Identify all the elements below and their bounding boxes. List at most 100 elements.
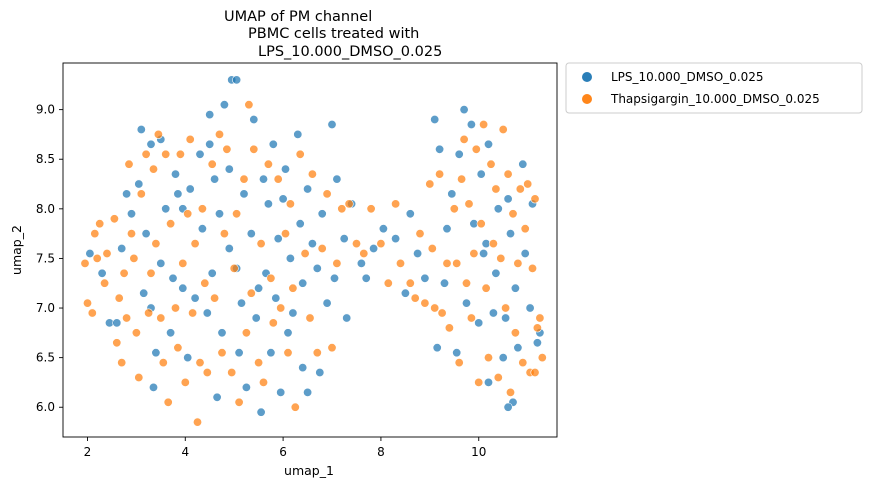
scatter-point-thapsigargin (215, 129, 225, 139)
scatter-point-lps (263, 199, 273, 209)
y-tick-label: 7.5 (36, 251, 55, 265)
scatter-point-lps (298, 278, 308, 288)
scatter-point-thapsigargin (232, 209, 242, 219)
y-tick-label: 6.0 (36, 400, 55, 414)
scatter-point-lps (224, 164, 234, 174)
scatter-point-lps (454, 149, 464, 159)
title-line-1: UMAP of PM channel (224, 9, 372, 25)
scatter-point-thapsigargin (153, 129, 163, 139)
title-line-2: PBMC cells treated with (248, 26, 419, 42)
legend-marker-lps (582, 72, 592, 82)
scatter-point-thapsigargin (95, 219, 105, 229)
scatter-point-lps (483, 377, 493, 387)
scatter-point-lps (136, 125, 146, 135)
scatter-point-lps (246, 229, 256, 239)
scatter-point-lps (442, 224, 452, 234)
scatter-point-thapsigargin (151, 239, 161, 249)
y-tick-label: 8.5 (36, 152, 55, 166)
scatter-point-thapsigargin (491, 184, 501, 194)
scatter-point-lps (273, 234, 283, 244)
scatter-point-lps (420, 273, 430, 283)
scatter-point-lps (483, 139, 493, 149)
scatter-point-thapsigargin (80, 258, 90, 268)
scatter-point-lps (190, 293, 200, 303)
scatter-point-thapsigargin (427, 244, 437, 254)
x-tick-label: 8 (377, 445, 385, 459)
scatter-point-lps (459, 105, 469, 115)
scatter-point-thapsigargin (180, 377, 190, 387)
scatter-point-lps (329, 273, 339, 283)
scatter-point-lps (224, 244, 234, 254)
scatter-point-thapsigargin (178, 258, 188, 268)
scatter-point-lps (520, 249, 530, 259)
scatter-point-lps (141, 229, 151, 239)
x-tick-label: 6 (279, 445, 287, 459)
scatter-point-thapsigargin (466, 313, 476, 323)
scatter-point-thapsigargin (102, 249, 112, 259)
scatter-point-thapsigargin (449, 204, 459, 214)
x-tick-label: 2 (84, 445, 92, 459)
scatter-point-thapsigargin (415, 229, 425, 239)
scatter-point-thapsigargin (171, 303, 181, 313)
scatter-point-thapsigargin (515, 184, 525, 194)
scatter-point-lps (513, 343, 523, 353)
scatter-point-lps (518, 159, 528, 169)
scatter-point-thapsigargin (241, 328, 251, 338)
scatter-point-thapsigargin (312, 348, 322, 358)
scatter-point-lps (237, 298, 247, 308)
scatter-point-thapsigargin (119, 268, 129, 278)
scatter-point-thapsigargin (383, 278, 393, 288)
scatter-point-thapsigargin (109, 214, 119, 224)
scatter-point-thapsigargin (280, 229, 290, 239)
scatter-point-lps (447, 189, 457, 199)
scatter-point-thapsigargin (83, 298, 93, 308)
scatter-point-thapsigargin (188, 308, 198, 318)
y-tick-label: 8.0 (36, 202, 55, 216)
scatter-point-lps (149, 382, 159, 392)
scatter-point-lps (476, 169, 486, 179)
scatter-point-thapsigargin (163, 397, 173, 407)
scatter-point-lps (166, 328, 176, 338)
y-axis-label: umap_2 (9, 225, 24, 275)
scatter-point-thapsigargin (175, 149, 185, 159)
scatter-point-lps (435, 144, 445, 154)
scatter-point-lps (215, 209, 225, 219)
scatter-point-lps (293, 129, 303, 139)
y-tick-label: 6.5 (36, 351, 55, 365)
scatter-point-thapsigargin (359, 249, 369, 259)
scatter-point-thapsigargin (523, 179, 533, 189)
scatter-point-thapsigargin (129, 253, 139, 263)
scatter-point-thapsigargin (513, 258, 523, 268)
scatter-point-thapsigargin (376, 239, 386, 249)
scatter-point-thapsigargin (161, 149, 171, 159)
scatter-point-lps (461, 298, 471, 308)
scatter-point-thapsigargin (483, 353, 493, 363)
scatter-point-thapsigargin (207, 159, 217, 169)
legend: LPS_10.000_DMSO_0.025 Thapsigargin_10.00… (565, 62, 863, 114)
scatter-point-lps (327, 120, 337, 130)
scatter-point-thapsigargin (530, 194, 540, 204)
scatter-point-thapsigargin (391, 199, 401, 209)
scatter-point-lps (210, 174, 220, 184)
scatter-point-thapsigargin (263, 159, 273, 169)
scatter-point-thapsigargin (258, 377, 268, 387)
scatter-point-lps (322, 298, 332, 308)
scatter-point-lps (288, 308, 298, 318)
scatter-point-thapsigargin (285, 199, 295, 209)
scatter-point-thapsigargin (114, 293, 124, 303)
scatter-point-thapsigargin (229, 263, 239, 273)
scatter-point-lps (178, 283, 188, 293)
scatter-point-lps (278, 194, 288, 204)
scatter-point-thapsigargin (532, 323, 542, 333)
scatter-point-thapsigargin (351, 239, 361, 249)
scatter-point-lps (452, 348, 462, 358)
scatter-point-lps (232, 75, 242, 85)
scatter-point-thapsigargin (366, 204, 376, 214)
scatter-point-lps (505, 229, 515, 239)
scatter-point-thapsigargin (498, 125, 508, 135)
scatter-point-thapsigargin (276, 303, 286, 313)
scatter-point-lps (493, 204, 503, 214)
scatter-point-thapsigargin (520, 224, 530, 234)
scatter-point-thapsigargin (183, 209, 193, 219)
title-line-3: LPS_10.000_DMSO_0.025 (258, 44, 442, 60)
